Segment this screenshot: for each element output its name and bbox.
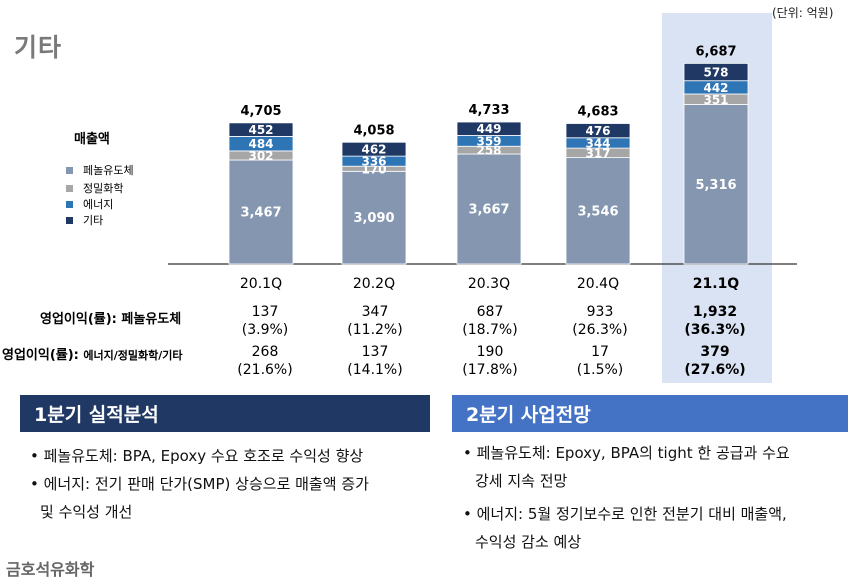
bar-value-label: 452 <box>248 123 273 137</box>
panel-q2-outlook-header: 2분기 사업전망 <box>452 395 848 432</box>
bullet-item-continued: 강세 지속 전망 <box>475 472 568 490</box>
bar-value-label: 351 <box>703 93 728 107</box>
row-label-energy-etc-main: 영업이익(률): <box>2 348 84 363</box>
bar-segment <box>228 159 294 265</box>
bar-value-label: 3,467 <box>240 205 281 220</box>
table-cell: 933 (26.3%) <box>572 304 628 338</box>
bar-segment <box>456 153 522 265</box>
legend-swatch-energy <box>66 200 73 208</box>
x-tick-label: 20.2Q <box>353 276 395 292</box>
bar-total-label: 4,683 <box>577 105 618 120</box>
table-cell: 687 (18.7%) <box>462 304 518 338</box>
bar-value-label: 317 <box>585 146 610 160</box>
table-cell: 17 (1.5%) <box>576 344 624 378</box>
table-cell: 347 (11.2%) <box>347 304 403 338</box>
bar-segment <box>683 104 749 265</box>
table-cell: 137 (3.9%) <box>241 304 289 338</box>
bar-value-label: 3,546 <box>577 204 618 219</box>
table-cell-highlight: 379 (27.6%) <box>684 344 746 378</box>
table-cell: 190 (17.8%) <box>462 344 518 378</box>
legend-label-phenol: 페놀유도체 <box>83 164 134 177</box>
x-tick-label: 21.1Q <box>693 276 740 292</box>
company-logo-text: 금호석유화학 <box>6 560 95 579</box>
bar-segment <box>341 170 407 265</box>
bar-value-label: 5,316 <box>695 178 736 193</box>
bar-segment <box>456 121 522 136</box>
bar-value-label: 578 <box>703 66 728 80</box>
bar-value-label: 336 <box>361 155 386 169</box>
bar-value-label: 484 <box>248 137 273 151</box>
bar-segment <box>565 157 631 265</box>
stacked-bar-chart: 3,4673024844524,70520.1Q3,0901703364624,… <box>168 44 797 292</box>
legend-swatch-other <box>66 216 73 224</box>
legend-item-other: 기타 <box>66 212 103 228</box>
legend-item-fine-chem: 정밀화학 <box>66 180 123 196</box>
bar-segment <box>683 62 749 82</box>
x-tick-label: 20.1Q <box>240 276 282 292</box>
x-tick-label: 20.3Q <box>468 276 510 292</box>
row-label-phenol: 영업이익(률): 페놀유도체 <box>40 312 182 327</box>
bullet-item: • 페놀유도체: BPA, Epoxy 수요 호조로 수익성 향상 <box>30 447 364 465</box>
bar-segment <box>341 141 407 157</box>
bar-value-label: 3,667 <box>468 202 509 217</box>
bar-total-label: 4,705 <box>240 104 281 119</box>
legend-label-energy: 에너지 <box>83 198 114 211</box>
bar-value-label: 3,090 <box>353 211 394 226</box>
bar-segment <box>565 123 631 139</box>
bar-value-label: 442 <box>703 81 728 95</box>
bar-value-label: 476 <box>585 124 610 138</box>
bar-value-label: 462 <box>361 143 386 157</box>
legend-swatch-fine-chem <box>66 184 73 192</box>
legend-label-fine-chem: 정밀화학 <box>83 182 124 195</box>
bar-total-label: 6,687 <box>695 44 736 59</box>
bar-value-label: 344 <box>585 136 610 150</box>
legend-label-other: 기타 <box>83 214 104 227</box>
legend-item-phenol: 페놀유도체 <box>66 162 134 178</box>
bar-value-label: 258 <box>476 144 501 158</box>
unit-label: (단위: 억원) <box>772 6 834 20</box>
bar-total-label: 4,733 <box>468 103 509 118</box>
row-label-energy-etc-sub: 에너지/정밀화학/기타 <box>83 349 183 362</box>
bar-segment <box>228 122 294 137</box>
bar-value-label: 359 <box>476 134 501 148</box>
bullet-item: • 에너지: 전기 판매 단가(SMP) 상승으로 매출액 증가 <box>30 475 369 493</box>
bar-total-label: 4,058 <box>353 123 394 138</box>
page-title: 기타 <box>14 33 63 62</box>
table-cell: 268 (21.6%) <box>237 344 293 378</box>
x-tick-label: 20.4Q <box>577 276 619 292</box>
row-label-energy-etc: 영업이익(률): 에너지/정밀화학/기타 <box>2 344 183 363</box>
legend-swatch-phenol <box>66 166 73 174</box>
table-cell: 137 (14.1%) <box>347 344 403 378</box>
bullet-item-continued: 및 수익성 개선 <box>40 503 133 521</box>
bar-value-label: 302 <box>248 149 273 163</box>
table-cell-highlight: 1,932 (36.3%) <box>684 304 746 338</box>
legend-item-energy: 에너지 <box>66 196 113 212</box>
bullet-item-continued: 수익성 감소 예상 <box>475 533 582 551</box>
legend-title: 매출액 <box>74 132 110 147</box>
bar-value-label: 449 <box>476 122 501 136</box>
panel-q1-analysis-header: 1분기 실적분석 <box>20 395 430 432</box>
bullet-item: • 에너지: 5월 정기보수로 인한 전분기 대비 매출액, <box>463 505 787 523</box>
bullet-item: • 페놀유도체: Epoxy, BPA의 tight 한 공급과 수요 <box>463 444 790 462</box>
